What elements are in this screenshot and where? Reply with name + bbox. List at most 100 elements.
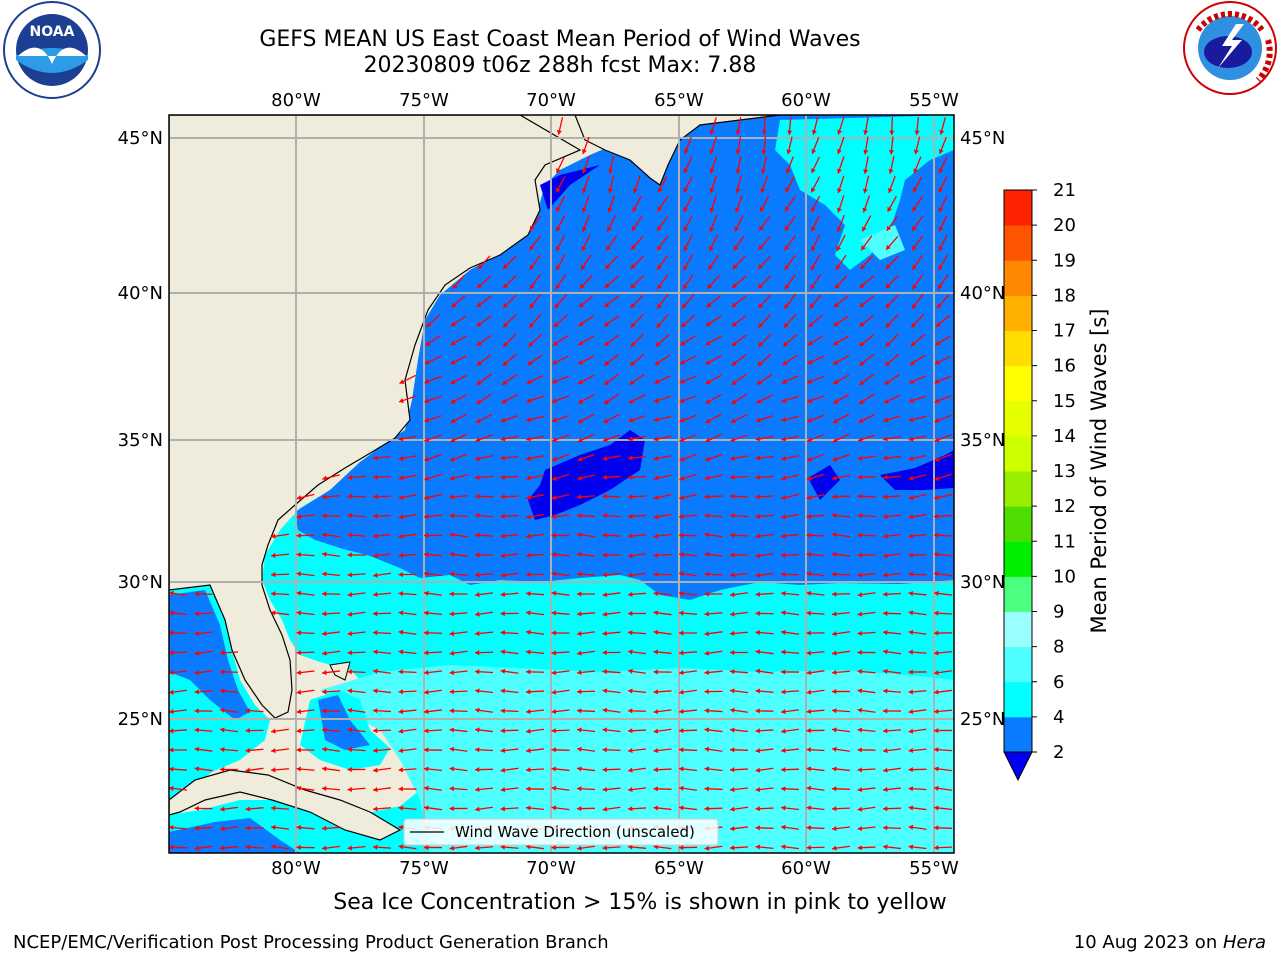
colorbar-segment bbox=[1004, 225, 1032, 261]
wave-direction-arrow bbox=[526, 435, 544, 442]
wave-direction-arrow bbox=[474, 592, 494, 598]
wave-direction-arrow bbox=[755, 806, 774, 812]
wave-direction-arrow bbox=[911, 215, 924, 232]
wave-direction-arrow bbox=[810, 215, 821, 232]
wave-direction-arrow bbox=[653, 844, 672, 850]
lon-tick-label: 60°W bbox=[781, 858, 831, 879]
noaa-logo: NOAA bbox=[3, 1, 101, 99]
wave-direction-arrow bbox=[628, 415, 646, 423]
wave-direction-arrow bbox=[863, 136, 869, 155]
colorbar-segment bbox=[1004, 506, 1032, 542]
wave-direction-arrow bbox=[398, 649, 417, 655]
wave-direction-arrow bbox=[372, 494, 392, 500]
wave-direction-arrow bbox=[398, 455, 417, 461]
colorbar-segment bbox=[1004, 541, 1032, 577]
wave-direction-arrow bbox=[679, 414, 697, 423]
wave-direction-arrow bbox=[859, 255, 874, 270]
wave-direction-arrow bbox=[529, 235, 541, 251]
wave-direction-arrow bbox=[452, 274, 465, 290]
wave-direction-arrow bbox=[755, 728, 774, 734]
wave-direction-arrow bbox=[936, 294, 950, 309]
wave-direction-arrow bbox=[525, 767, 545, 773]
wave-direction-arrow bbox=[784, 235, 796, 251]
wave-direction-arrow bbox=[424, 453, 442, 462]
wave-direction-arrow bbox=[398, 395, 417, 403]
wave-direction-arrow bbox=[474, 474, 494, 480]
wave-direction-arrow bbox=[296, 766, 315, 772]
wave-direction-arrow bbox=[755, 610, 774, 617]
wave-direction-arrow bbox=[653, 728, 672, 734]
wave-direction-arrow bbox=[837, 136, 845, 155]
wave-direction-arrow bbox=[908, 844, 927, 850]
wave-direction-arrow bbox=[735, 175, 742, 194]
wave-direction-arrow bbox=[474, 747, 494, 753]
wave-direction-arrow bbox=[780, 689, 800, 695]
wave-direction-arrow bbox=[683, 156, 693, 174]
wave-direction-arrow bbox=[169, 610, 188, 616]
wave-direction-arrow bbox=[653, 747, 672, 754]
wave-direction-arrow bbox=[500, 474, 519, 480]
date-host: Hera bbox=[1222, 932, 1266, 953]
wave-direction-arrow bbox=[882, 649, 902, 655]
wave-direction-arrow bbox=[602, 592, 621, 598]
wave-direction-arrow bbox=[859, 334, 874, 347]
wave-direction-arrow bbox=[194, 630, 213, 637]
wave-direction-arrow bbox=[729, 845, 749, 851]
wave-direction-arrow bbox=[908, 767, 927, 773]
wave-direction-arrow bbox=[882, 494, 902, 500]
wave-direction-arrow bbox=[449, 727, 468, 733]
colorbar-tick-label: 13 bbox=[1053, 461, 1076, 482]
wave-direction-arrow bbox=[885, 255, 899, 270]
wave-direction-arrow bbox=[811, 136, 820, 155]
wave-direction-arrow bbox=[888, 156, 895, 174]
wave-direction-arrow bbox=[837, 156, 845, 174]
wave-direction-arrow bbox=[836, 234, 846, 252]
wave-direction-arrow bbox=[603, 334, 620, 347]
wave-direction-arrow bbox=[731, 334, 747, 347]
wave-direction-arrow bbox=[862, 195, 871, 213]
lon-tick-label: 70°W bbox=[526, 90, 576, 111]
map-legend: Wind Wave Direction (unscaled) bbox=[403, 818, 719, 846]
colorbar-segment bbox=[1004, 365, 1032, 402]
wave-direction-arrow bbox=[755, 553, 774, 559]
wave-direction-arrow bbox=[831, 727, 851, 733]
wave-direction-arrow bbox=[933, 825, 953, 831]
wave-direction-arrow bbox=[372, 611, 392, 617]
wave-direction-arrow bbox=[219, 707, 239, 713]
wave-direction-arrow bbox=[858, 315, 875, 327]
colorbar-segment bbox=[1004, 295, 1032, 331]
wave-direction-arrow bbox=[630, 275, 644, 289]
wave-direction-arrow bbox=[576, 631, 596, 637]
wave-direction-arrow bbox=[784, 215, 796, 232]
wave-direction-arrow bbox=[782, 354, 798, 366]
wave-direction-arrow bbox=[527, 333, 543, 348]
wave-direction-arrow bbox=[398, 474, 417, 481]
wave-direction-arrow bbox=[857, 825, 876, 832]
wave-direction-arrow bbox=[296, 844, 315, 850]
wave-direction-arrow bbox=[500, 668, 519, 674]
wave-direction-arrow bbox=[551, 395, 570, 403]
wave-direction-arrow bbox=[938, 176, 948, 193]
wave-direction-arrow bbox=[704, 571, 723, 577]
wave-direction-arrow bbox=[939, 117, 946, 135]
wave-direction-arrow bbox=[729, 474, 749, 480]
wave-direction-arrow bbox=[704, 845, 723, 851]
wave-direction-arrow bbox=[296, 590, 315, 596]
lat-tick-label: 45°N bbox=[118, 128, 163, 149]
wave-direction-arrow bbox=[731, 373, 747, 386]
wave-direction-arrow bbox=[780, 786, 800, 792]
wave-direction-arrow bbox=[933, 708, 953, 714]
wave-direction-arrow bbox=[270, 844, 290, 850]
wave-direction-arrow bbox=[602, 513, 621, 519]
wave-direction-arrow bbox=[423, 590, 443, 596]
colorbar-segment bbox=[1004, 400, 1032, 437]
wave-direction-arrow bbox=[551, 785, 570, 791]
wave-direction-arrow bbox=[474, 572, 494, 578]
wave-direction-arrow bbox=[887, 175, 896, 194]
wave-direction-arrow bbox=[347, 611, 366, 617]
wave-direction-arrow bbox=[449, 551, 468, 557]
wave-direction-arrow bbox=[194, 670, 213, 676]
wave-direction-arrow bbox=[909, 375, 926, 384]
wave-direction-arrow bbox=[602, 552, 621, 558]
wave-direction-arrow bbox=[449, 571, 468, 577]
